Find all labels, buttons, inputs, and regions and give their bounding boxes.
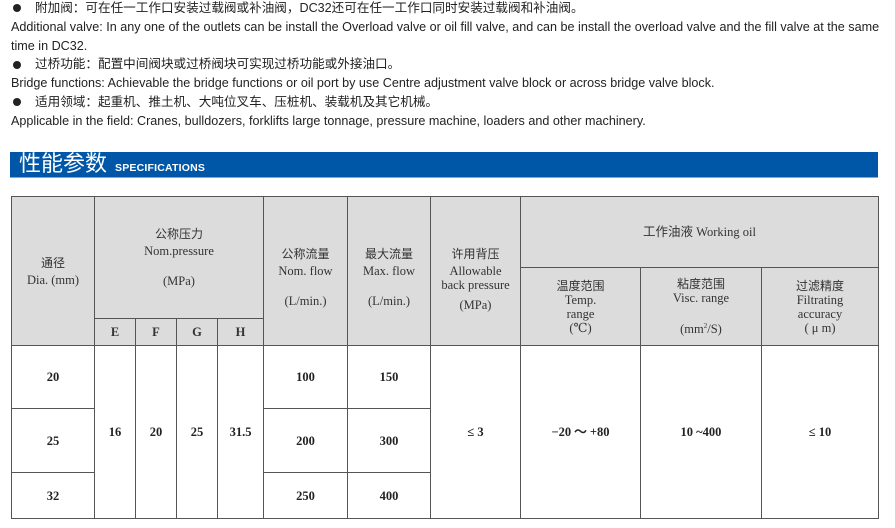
table-row: 20 16 20 25 31.5 100 150 ≤ 3 −20 ～ +80 1… — [11, 345, 879, 519]
cell-pressure-f: 20 — [135, 345, 177, 519]
label-unit: (MPa) — [459, 298, 492, 312]
table-row: 32 250 400 — [11, 472, 879, 519]
header-grade-g: G — [176, 318, 218, 346]
text-additional-valve-en: Additional valve: In any one of the outl… — [11, 19, 880, 53]
bullet-icon — [13, 4, 21, 13]
text-zh: 附加阀：可在任一工作口安装过载阀或补油阀，DC32还可在任一工作口同时安装过载阀… — [35, 1, 584, 15]
section-title-zh: 性能参数 — [19, 152, 108, 177]
text-applicable-field-en: Applicable in the field: Cranes, bulldoz… — [11, 113, 646, 128]
label-zh: 许用背压 — [451, 247, 500, 261]
header-grade-h: H — [217, 318, 264, 346]
section-banner: 性能参数 SPECIFICATIONS — [10, 152, 878, 178]
label-zh: 温度范围 — [556, 278, 605, 293]
header-filt: 过滤精度 Filtrating accuracy( μ m) — [761, 267, 879, 346]
cell-max-flow: 150 — [347, 345, 431, 409]
bullet-icon — [13, 60, 21, 69]
cell-max-flow: 400 — [347, 472, 431, 519]
label-en: Max. flow — [362, 264, 416, 278]
header-grade-f: F — [135, 318, 177, 346]
header-temp: 温度范围 Temp. range (℃) — [520, 267, 641, 346]
cell-dia: 25 — [11, 408, 95, 473]
header-dia: 通径 Dia. (mm) — [11, 196, 95, 346]
label-en: Nom.pressure — [144, 244, 214, 258]
label-unit: (mm2/S) — [680, 321, 722, 337]
cell-dia: 32 — [11, 472, 95, 519]
cell-nom-flow: 250 — [263, 472, 348, 519]
header-grade-e: E — [94, 318, 136, 346]
bullet-bridge-functions: 过桥功能：配置中间阀块或过桥阀块可实现过桥功能或外接油口。 — [11, 55, 891, 74]
label-en: Visc. range — [672, 290, 730, 305]
label-unit: ( μ m) — [804, 320, 836, 335]
label-zh: 公称流量 — [281, 247, 330, 261]
header-nom-flow: 公称流量 Nom. flow (L/min.) — [263, 196, 348, 346]
cell-pressure-e: 16 — [94, 345, 136, 519]
cell-max-flow: 300 — [347, 408, 431, 473]
cell-pressure-g: 25 — [176, 345, 218, 519]
cell-visc: 10 ~400 — [640, 345, 762, 519]
header-visc: 粘度范围 Visc. range (mm2/S) — [640, 267, 762, 346]
label-en: Allowable — [449, 264, 502, 278]
label-zh: 粘度范围 — [676, 276, 725, 291]
cell-back-pressure: ≤ 3 — [430, 345, 521, 519]
label-unit: (L/min.) — [284, 294, 327, 308]
text-zh: 过桥功能：配置中间阀块或过桥阀块可实现过桥功能或外接油口。 — [35, 57, 401, 72]
label: 工作油液 Working oil — [643, 225, 756, 239]
label-zh: 公称压力 — [154, 227, 203, 241]
label-en: back pressure — [441, 278, 510, 292]
cell-filt: ≤ 10 — [761, 345, 879, 519]
text-bridge-functions-en: Bridge functions: Achievable the bridge … — [11, 76, 715, 91]
bullet-additional-valve: 附加阀：可在任一工作口安装过载阀或补油阀，DC32还可在任一工作口同时安装过载阀… — [11, 0, 891, 18]
cell-nom-flow: 200 — [263, 408, 348, 473]
cell-pressure-h: 31.5 — [217, 345, 264, 519]
label-en: Dia. (mm) — [26, 272, 80, 287]
text-zh: 适用领域：起重机、推土机、大吨位叉车、压桩机、装载机及其它机械。 — [35, 94, 438, 109]
label-en: accuracy — [797, 306, 843, 321]
cell-temp: −20 ～ +80 — [520, 345, 641, 519]
bullet-icon — [13, 98, 21, 107]
label-zh: 通径 — [40, 255, 65, 270]
label-unit: (MPa) — [163, 274, 195, 288]
table-row: 25 200 300 — [11, 408, 879, 473]
cell-dia: 20 — [11, 345, 95, 409]
label-en: Temp. — [564, 292, 597, 307]
label-zh: 最大流量 — [364, 247, 413, 261]
header-working-oil: 工作油液 Working oil — [520, 196, 879, 268]
label-en: Nom. flow — [278, 264, 333, 278]
label-unit: (L/min.) — [367, 294, 410, 308]
label-unit: (℃) — [569, 320, 592, 335]
intro-text: 附加阀：可在任一工作口安装过载阀或补油阀，DC32还可在任一工作口同时安装过载阀… — [11, 0, 891, 131]
label-en: Filtrating — [796, 292, 844, 307]
bullet-applicable-field: 适用领域：起重机、推土机、大吨位叉车、压桩机、装载机及其它机械。 — [11, 93, 891, 112]
specifications-table: 通径 Dia. (mm) 公称压力 Nom.pressure (MPa) 公称流量 No… — [11, 196, 879, 519]
label-zh: 过滤精度 — [795, 278, 844, 293]
header-max-flow: 最大流量 Max. flow (L/min.) — [347, 196, 431, 346]
label-en: range — [566, 306, 595, 321]
section-title-en: SPECIFICATIONS — [115, 162, 206, 174]
header-nom-pressure: 公称压力 Nom.pressure (MPa) — [94, 196, 264, 319]
cell-nom-flow: 100 — [263, 345, 348, 409]
header-back-pressure: 许用背压 Allowable back pressure (MPa) — [430, 196, 521, 346]
